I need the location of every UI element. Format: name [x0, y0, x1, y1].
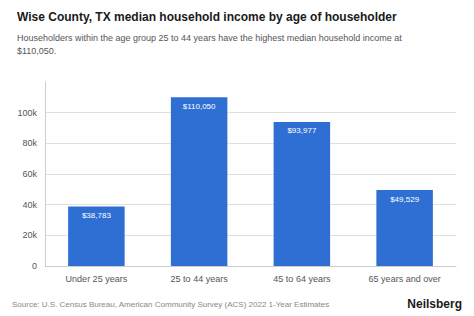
- svg-text:Householders within the age gr: Householders within the age group 25 to …: [17, 33, 402, 43]
- svg-text:Wise County, TX median househo: Wise County, TX median household income …: [17, 10, 397, 24]
- svg-text:Source: U.S. Census Bureau, Am: Source: U.S. Census Bureau, American Com…: [12, 300, 329, 309]
- svg-text:100k: 100k: [17, 108, 37, 118]
- svg-text:40k: 40k: [22, 200, 37, 210]
- svg-text:$49,529: $49,529: [390, 195, 419, 204]
- svg-text:Neilsberg: Neilsberg: [407, 297, 462, 311]
- svg-text:$110,050: $110,050: [183, 102, 216, 111]
- svg-text:$38,783: $38,783: [82, 211, 111, 220]
- svg-text:65 years and over: 65 years and over: [369, 274, 441, 284]
- svg-text:$110,050.: $110,050.: [17, 46, 56, 56]
- svg-text:20k: 20k: [22, 230, 37, 240]
- svg-text:60k: 60k: [22, 169, 37, 179]
- svg-text:$93,977: $93,977: [287, 126, 316, 135]
- svg-text:Under 25 years: Under 25 years: [66, 274, 128, 284]
- svg-text:25 to 44 years: 25 to 44 years: [171, 274, 229, 284]
- svg-text:0: 0: [32, 261, 37, 271]
- svg-text:45 to 64 years: 45 to 64 years: [273, 274, 331, 284]
- svg-text:80k: 80k: [22, 138, 37, 148]
